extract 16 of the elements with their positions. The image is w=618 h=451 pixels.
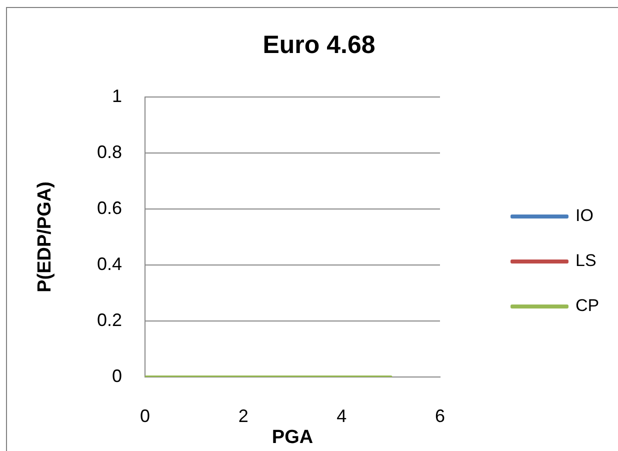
- y-tick-label: 0.6: [96, 198, 122, 218]
- x-tick-label: 4: [336, 406, 347, 426]
- y-tick-label: 0: [112, 366, 122, 386]
- legend-label: IO: [576, 206, 594, 226]
- legend-label: CP: [576, 296, 600, 316]
- x-axis-title: PGA: [272, 426, 314, 448]
- chart-title: Euro 4.68: [262, 30, 376, 59]
- x-tick-label: 0: [140, 406, 150, 426]
- x-tick-label: 6: [434, 406, 446, 426]
- y-axis-title: P(EDP/PGA): [34, 182, 56, 292]
- y-tick-label: 0.2: [96, 310, 122, 330]
- x-tick-label: 2: [238, 406, 248, 426]
- legend-label: LS: [576, 251, 596, 270]
- y-tick-label: 0.4: [96, 254, 122, 274]
- y-tick-label: 0.8: [96, 142, 122, 162]
- y-tick-label: 1: [112, 86, 122, 106]
